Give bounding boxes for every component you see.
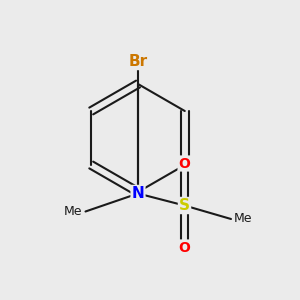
Text: O: O xyxy=(178,157,190,170)
Text: S: S xyxy=(179,198,190,213)
Text: Me: Me xyxy=(64,205,82,218)
Text: Me: Me xyxy=(234,212,253,226)
Text: Br: Br xyxy=(128,54,148,69)
Text: N: N xyxy=(132,186,144,201)
Text: O: O xyxy=(178,241,190,254)
